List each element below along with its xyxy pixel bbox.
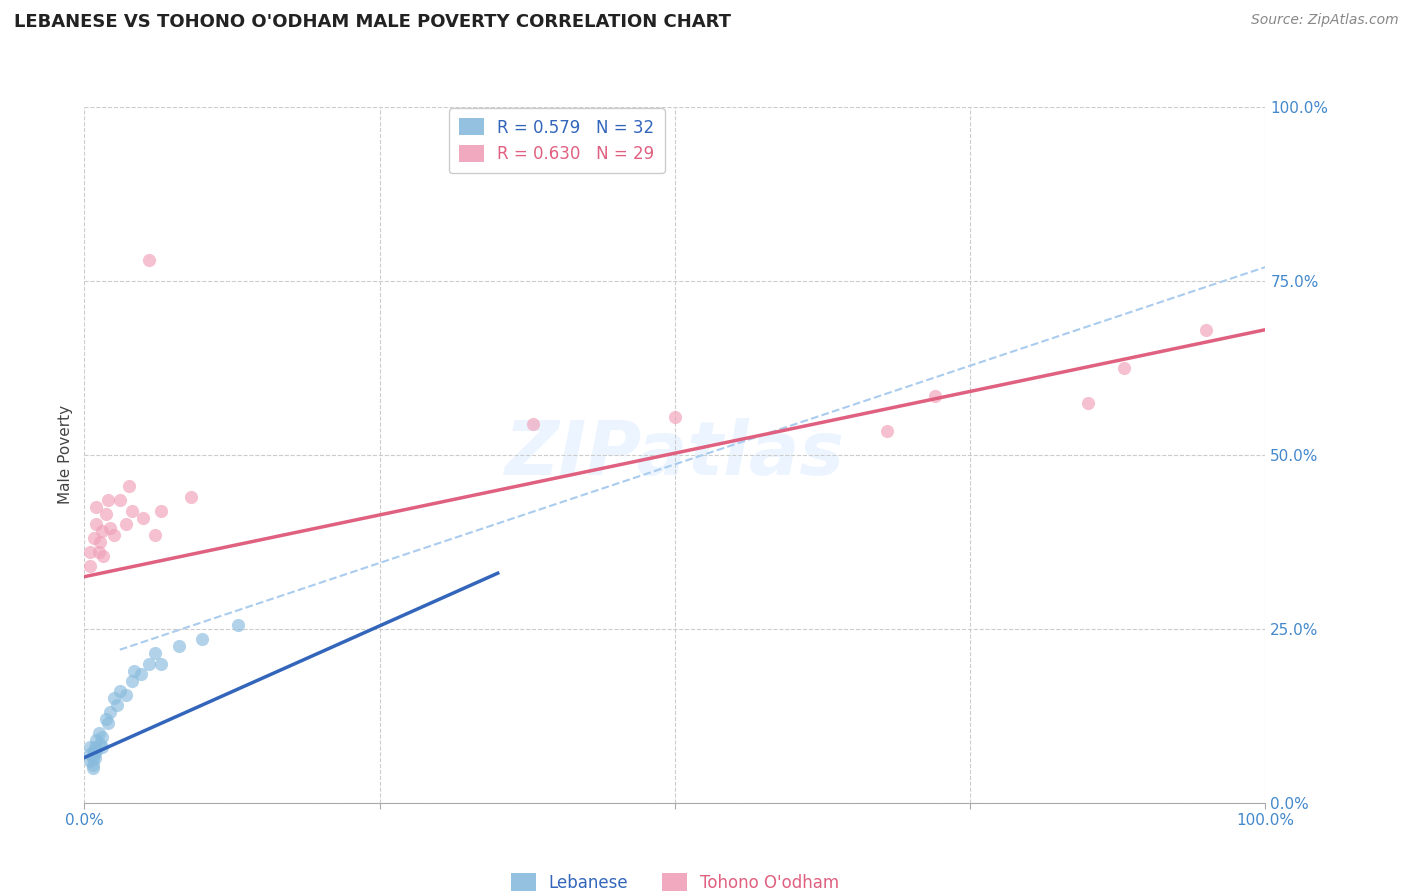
Point: [98, 521, 121, 535]
Point: [79, 545, 101, 559]
Point: [97, 715, 120, 730]
Point: [1077, 396, 1099, 410]
Point: [84, 517, 107, 532]
Point: [103, 528, 125, 542]
Point: [167, 639, 190, 653]
Y-axis label: Male Poverty: Male Poverty: [58, 405, 73, 505]
Point: [876, 424, 898, 438]
Point: [103, 691, 125, 706]
Legend: Lebanese, Tohono O'odham: Lebanese, Tohono O'odham: [503, 867, 846, 892]
Point: [143, 646, 166, 660]
Point: [94, 712, 117, 726]
Point: [83, 747, 105, 761]
Point: [84, 500, 107, 514]
Point: [91, 740, 114, 755]
Point: [84, 744, 107, 758]
Text: ZIPatlas: ZIPatlas: [505, 418, 845, 491]
Point: [138, 657, 160, 671]
Point: [97, 493, 120, 508]
Point: [87, 545, 110, 559]
Point: [1195, 323, 1218, 337]
Point: [79, 559, 101, 574]
Point: [91, 730, 114, 744]
Point: [79, 754, 101, 768]
Point: [98, 706, 121, 720]
Point: [108, 684, 131, 698]
Point: [89, 535, 111, 549]
Point: [89, 737, 111, 751]
Point: [82, 757, 104, 772]
Point: [143, 528, 166, 542]
Point: [108, 493, 131, 508]
Point: [83, 532, 105, 546]
Point: [226, 618, 249, 632]
Point: [94, 507, 117, 521]
Point: [91, 524, 114, 539]
Point: [84, 740, 107, 755]
Point: [79, 740, 101, 755]
Point: [114, 517, 136, 532]
Point: [121, 674, 143, 689]
Point: [122, 664, 145, 678]
Text: LEBANESE VS TOHONO O'ODHAM MALE POVERTY CORRELATION CHART: LEBANESE VS TOHONO O'ODHAM MALE POVERTY …: [14, 13, 731, 31]
Point: [522, 417, 544, 431]
Point: [107, 698, 129, 713]
Point: [91, 549, 114, 563]
Point: [82, 750, 104, 764]
Point: [79, 747, 101, 761]
Point: [121, 503, 143, 517]
Point: [82, 761, 104, 775]
Point: [114, 688, 136, 702]
Point: [924, 389, 946, 403]
Point: [84, 733, 107, 747]
Point: [87, 726, 110, 740]
Point: [132, 510, 155, 524]
Point: [150, 503, 173, 517]
Point: [664, 409, 686, 424]
Point: [1112, 360, 1135, 375]
Point: [129, 667, 152, 681]
Point: [83, 744, 105, 758]
Point: [191, 632, 214, 647]
Point: [180, 490, 202, 504]
Point: [138, 253, 160, 268]
Point: [118, 479, 141, 493]
Point: [84, 750, 107, 764]
Text: Source: ZipAtlas.com: Source: ZipAtlas.com: [1251, 13, 1399, 28]
Point: [150, 657, 173, 671]
